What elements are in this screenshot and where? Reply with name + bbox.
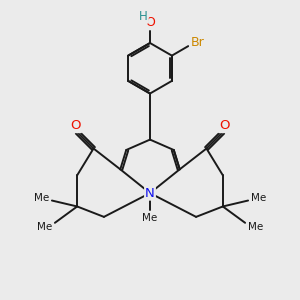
Text: O: O	[219, 119, 230, 132]
Text: Me: Me	[251, 193, 266, 203]
Text: H: H	[139, 10, 148, 23]
Text: Me: Me	[248, 222, 263, 232]
Text: Br: Br	[190, 36, 204, 49]
Text: Me: Me	[34, 193, 49, 203]
Text: Me: Me	[142, 213, 158, 223]
Text: Me: Me	[37, 222, 52, 232]
Text: N: N	[145, 187, 155, 200]
Text: O: O	[70, 119, 81, 132]
Text: O: O	[145, 16, 155, 29]
